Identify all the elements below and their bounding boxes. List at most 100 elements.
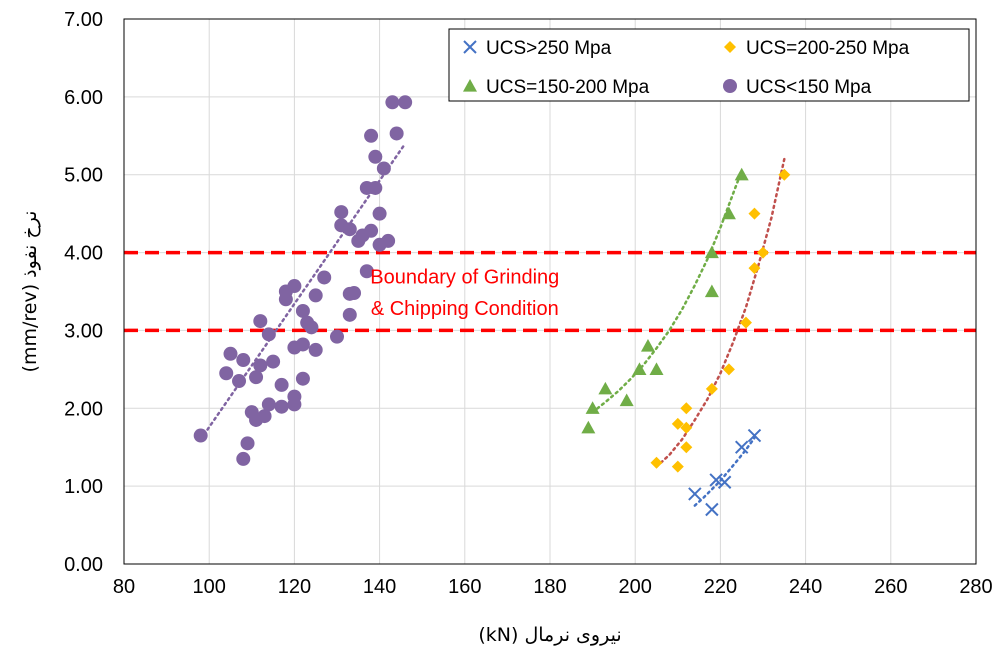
data-point-series-3 xyxy=(704,245,719,259)
data-point-series-4 xyxy=(308,342,323,357)
data-point-series-2 xyxy=(650,456,663,469)
data-point-series-4 xyxy=(232,374,247,389)
annotation: Boundary of Grinding & Chipping Conditio… xyxy=(370,267,559,320)
data-point-series-4 xyxy=(253,314,268,329)
legend-marker-4 xyxy=(723,79,737,93)
data-point-series-3 xyxy=(640,339,655,352)
data-point-series-4 xyxy=(240,436,255,451)
data-point-series-4 xyxy=(261,327,276,342)
data-point-series-4 xyxy=(342,222,357,237)
y-tick-label: 4.00 xyxy=(64,243,103,265)
data-point-series-2 xyxy=(778,168,791,181)
data-point-series-4 xyxy=(359,264,374,279)
data-point-series-4 xyxy=(342,307,357,322)
data-point-series-1 xyxy=(688,487,702,501)
y-tick-label: 7.00 xyxy=(64,9,103,31)
data-point-series-4 xyxy=(389,126,404,141)
x-tick-label: 280 xyxy=(959,576,992,598)
legend-box xyxy=(448,28,970,102)
legend-marker-3 xyxy=(463,79,477,92)
data-point-series-3 xyxy=(704,284,719,298)
data-point-series-1 xyxy=(734,440,749,454)
data-point-series-4 xyxy=(223,346,238,361)
data-point-series-2 xyxy=(757,246,769,259)
reference-lines xyxy=(124,250,976,333)
y-axis-title: نرخ نفوذ (mm/rev) xyxy=(19,211,41,373)
data-point-series-4 xyxy=(287,279,302,294)
x-tick-label: 140 xyxy=(363,576,396,598)
data-point-series-4 xyxy=(274,377,289,392)
data-point-series-4 xyxy=(364,128,379,143)
data-point-series-4 xyxy=(253,358,268,373)
y-tick-label: 5.00 xyxy=(64,165,103,187)
data-point-series-4 xyxy=(317,270,332,285)
legend-label-2: UCS=200-250 Mpa xyxy=(746,38,910,59)
legend: UCS>250 Mpa UCS=200-250 Mpa UCS=150-200 Mp… xyxy=(448,28,970,102)
data-point-series-3 xyxy=(632,362,647,375)
y-tick-label: 3.00 xyxy=(64,320,103,342)
data-point-series-4 xyxy=(304,320,319,335)
y-tick-labels: 0.00 1.00 2.00 3.00 4.00 5.00 6.00 7.00 xyxy=(64,9,103,576)
y-tick-label: 6.00 xyxy=(64,87,103,109)
y-tick-label: 1.00 xyxy=(64,476,103,498)
data-point-series-4 xyxy=(287,397,302,412)
data-point-series-4 xyxy=(381,233,396,248)
legend-marker-2 xyxy=(724,41,736,53)
legend-label-4: UCS<150 Mpa xyxy=(746,77,872,98)
data-point-series-4 xyxy=(295,371,310,386)
data-point-series-2 xyxy=(671,417,684,430)
data-point-series-2 xyxy=(671,460,684,473)
data-point-series-4 xyxy=(295,337,310,352)
data-point-series-4 xyxy=(385,95,400,110)
annotation-line-2: & Chipping Condition xyxy=(371,298,559,320)
data-point-series-4 xyxy=(308,288,323,303)
trendline-series-3 xyxy=(591,169,743,414)
x-tick-label: 100 xyxy=(193,576,226,598)
x-tick-label: 240 xyxy=(789,576,822,598)
data-point-series-4 xyxy=(347,286,362,301)
legend-label-3: UCS=150-200 Mpa xyxy=(486,77,650,98)
data-point-series-3 xyxy=(619,393,634,407)
data-point-series-4 xyxy=(236,353,251,368)
data-point-series-4 xyxy=(249,370,264,385)
data-point-series-1 xyxy=(747,428,762,443)
data-point-series-4 xyxy=(330,329,344,344)
x-tick-label: 260 xyxy=(874,576,907,598)
data-point-series-4 xyxy=(236,451,251,466)
x-tick-label: 160 xyxy=(448,576,481,598)
data-points xyxy=(193,95,791,517)
data-point-series-4 xyxy=(261,397,276,412)
data-point-series-4 xyxy=(193,428,208,443)
data-point-series-2 xyxy=(680,441,693,454)
x-tick-label: 220 xyxy=(704,576,737,598)
data-point-series-4 xyxy=(278,292,293,307)
y-tick-label: 0.00 xyxy=(64,554,103,576)
data-point-series-4 xyxy=(368,149,383,164)
data-point-series-2 xyxy=(722,363,735,376)
data-point-series-4 xyxy=(334,205,349,220)
data-point-series-4 xyxy=(257,409,272,424)
annotation-line-1: Boundary of Grinding xyxy=(370,267,559,289)
data-point-series-2 xyxy=(705,382,718,395)
x-axis-title: نیروی نرمال (kN) xyxy=(478,624,621,646)
data-point-series-4 xyxy=(295,303,310,318)
data-point-series-2 xyxy=(748,262,761,275)
data-point-series-1 xyxy=(717,475,732,489)
data-point-series-4 xyxy=(219,366,234,381)
data-point-series-1 xyxy=(705,502,719,517)
data-point-series-3 xyxy=(585,401,600,414)
legend-marker-1 xyxy=(463,40,477,54)
x-tick-label: 80 xyxy=(113,576,135,598)
data-point-series-4 xyxy=(364,223,379,238)
data-point-series-3 xyxy=(649,362,664,375)
legend-label-1: UCS>250 Mpa xyxy=(486,38,612,59)
data-point-series-4 xyxy=(266,354,281,369)
data-point-series-2 xyxy=(748,207,761,220)
data-point-series-1 xyxy=(709,473,723,487)
x-tick-labels: 80 100 120 140 160 180 200 220 240 260 280 xyxy=(113,576,993,598)
data-point-series-4 xyxy=(274,399,289,414)
x-tick-label: 180 xyxy=(533,576,566,598)
data-point-series-4 xyxy=(398,95,413,110)
x-tick-label: 200 xyxy=(619,576,652,598)
data-point-series-2 xyxy=(739,316,752,329)
